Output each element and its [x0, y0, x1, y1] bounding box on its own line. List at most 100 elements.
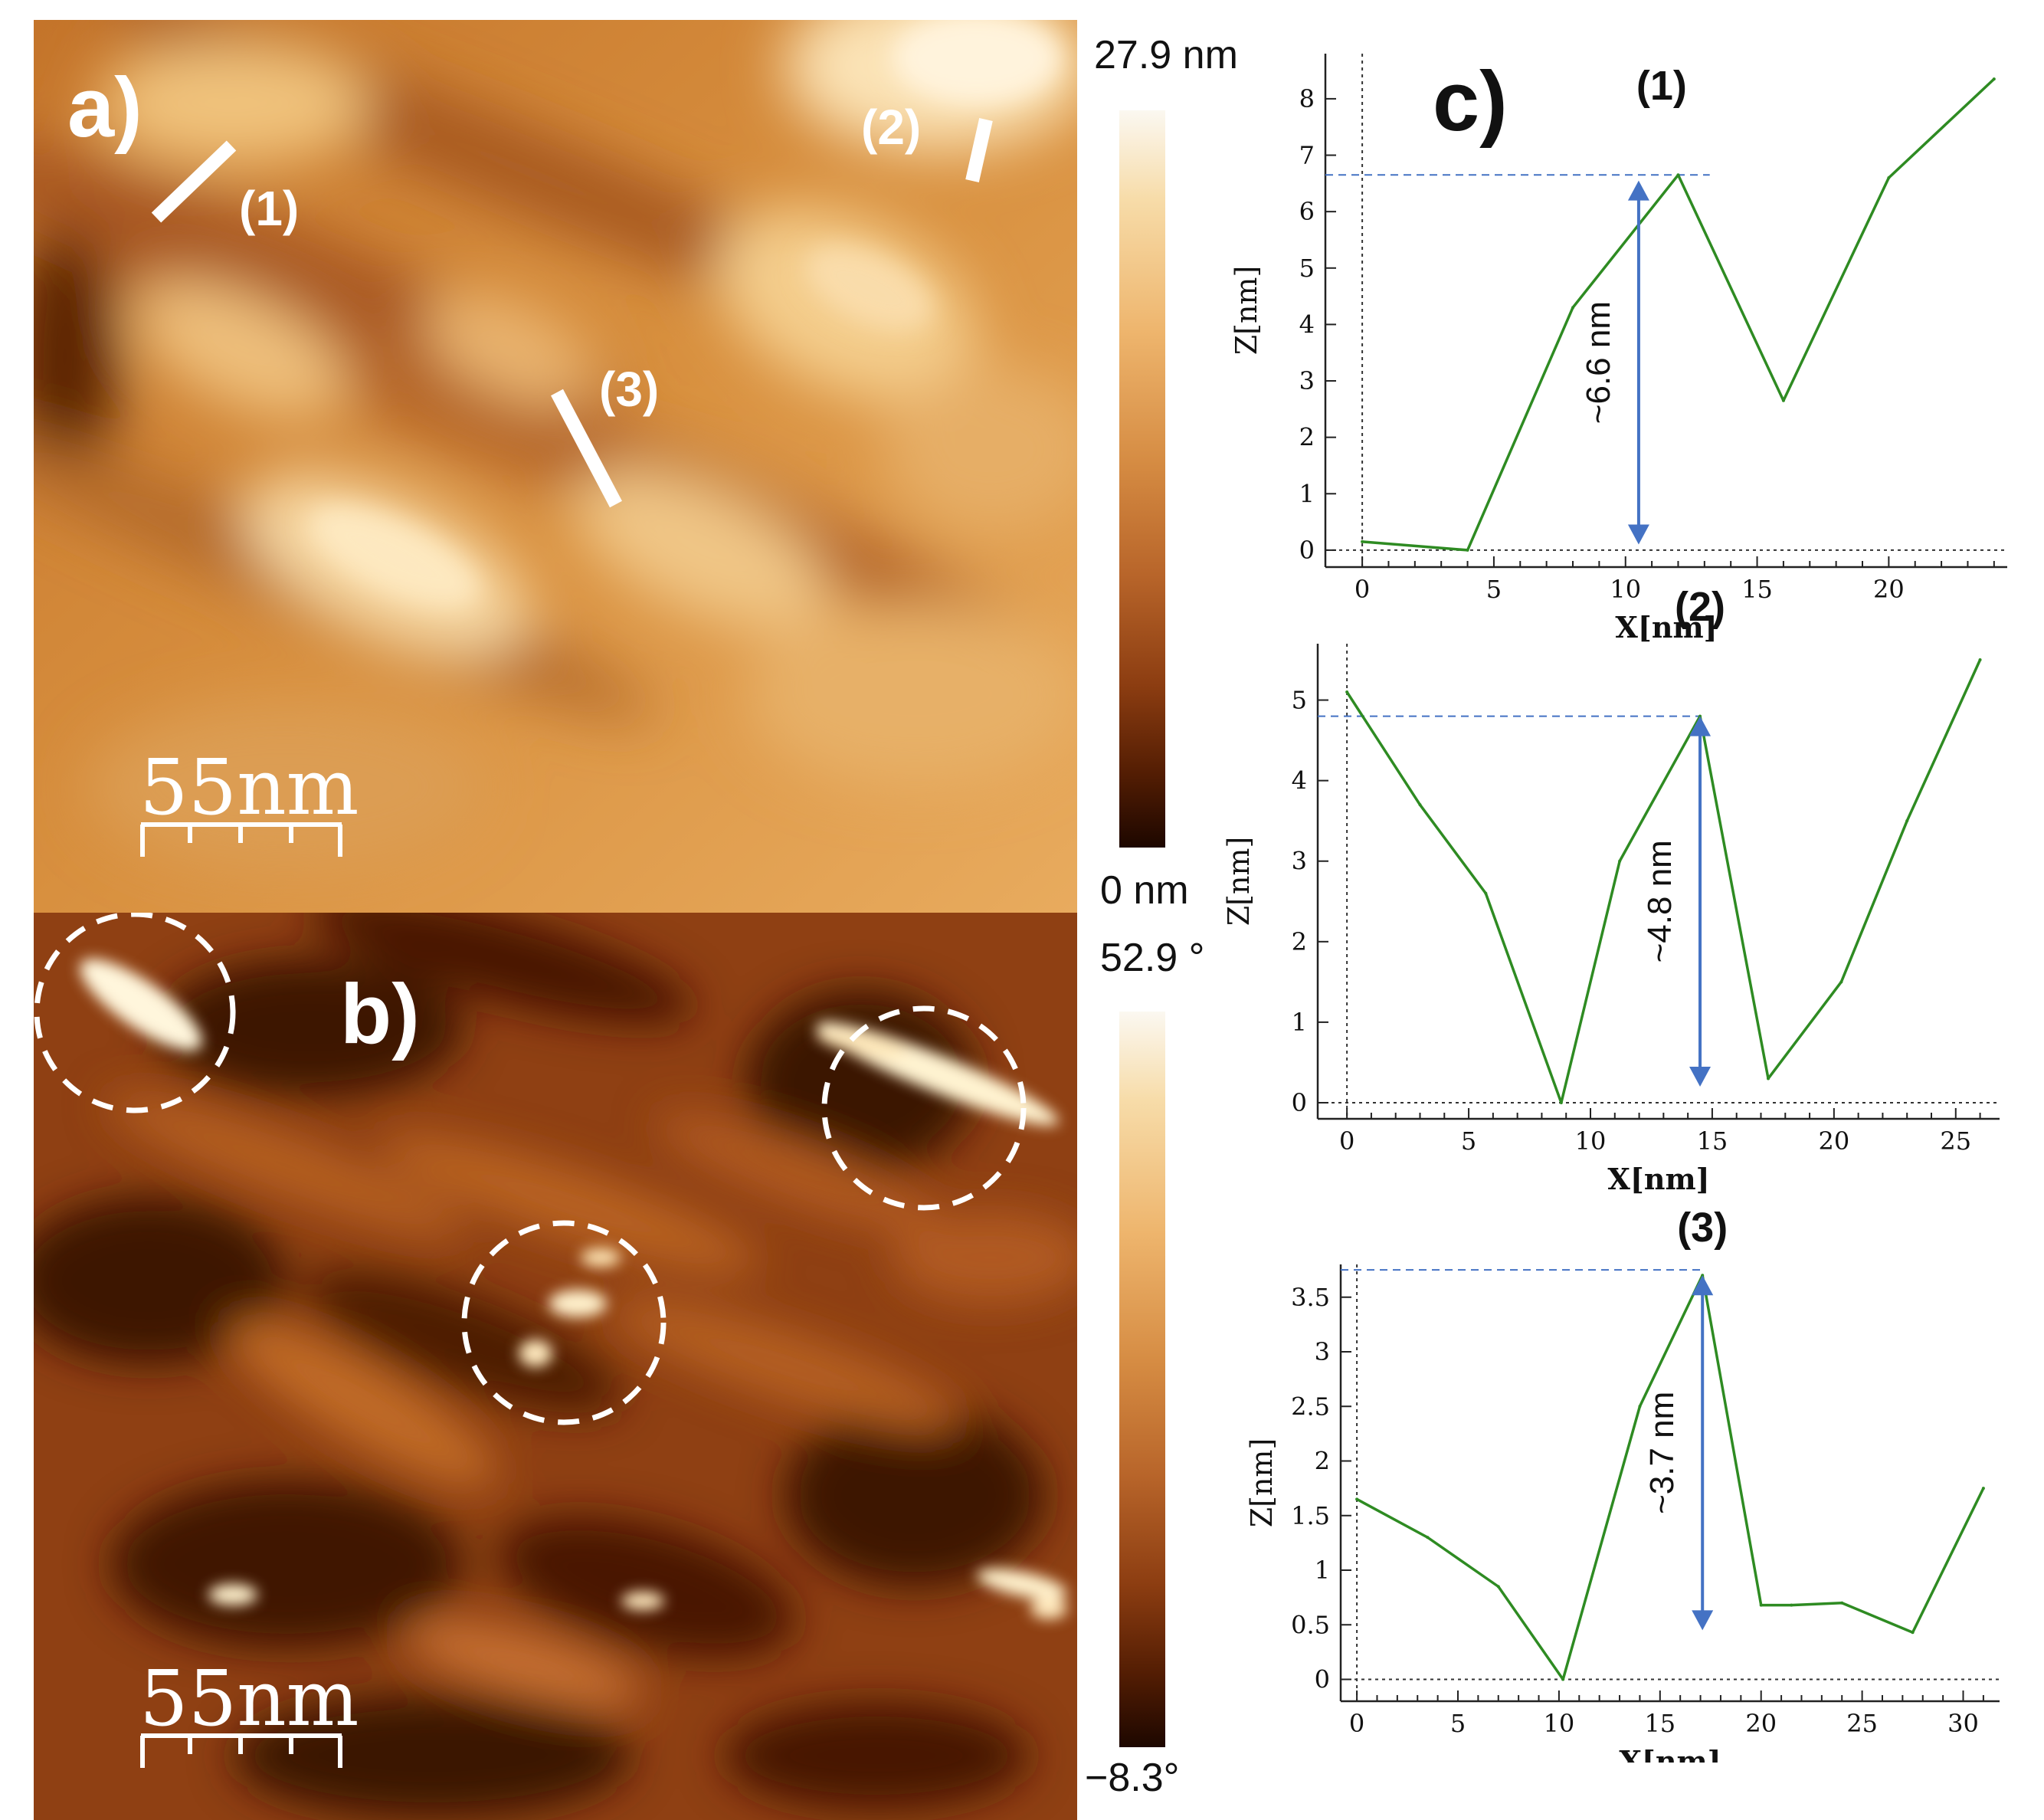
- x-axis-label: X[nm]: [1615, 610, 1717, 644]
- data-point: [1559, 1100, 1563, 1104]
- arrow-head-up: [1689, 716, 1712, 736]
- x-tick-label: 0: [1354, 575, 1370, 604]
- y-tick-label: 1: [1299, 479, 1315, 508]
- profile-chart-3: 0 0.5 1 1.5 2 2.5 3 3.5 0 5 10 15 20 25 30 X[nm] Z[nm] (3…: [1245, 1205, 2000, 1763]
- data-point: [1418, 803, 1422, 807]
- x-tick-label: 20: [1818, 1126, 1849, 1156]
- panel-a-label: a): [67, 61, 142, 155]
- y-tick-label: 3.5: [1291, 1283, 1330, 1312]
- topography-texture: [34, 20, 1077, 913]
- chart-title: (1): [1636, 63, 1687, 109]
- y-tick-label: 0: [1315, 1665, 1330, 1694]
- y-axis-label: Z[nm]: [1245, 1438, 1279, 1528]
- x-tick-label: 10: [1575, 1126, 1607, 1156]
- chart-title: (2): [1675, 584, 1725, 630]
- height-annotation: ~6.6 nm: [1580, 301, 1617, 424]
- arrow-head-up: [1692, 1275, 1714, 1296]
- data-point: [1887, 175, 1891, 179]
- y-tick-label: 6: [1299, 197, 1315, 226]
- profile-line-2: [965, 118, 993, 182]
- y-tick-label: 1: [1292, 1008, 1307, 1037]
- phase-image: b) 55nm: [34, 913, 1077, 1820]
- y-tick-label: 2: [1299, 423, 1315, 452]
- arrow-head-down: [1692, 1610, 1714, 1631]
- profile-marker-1: (1): [239, 181, 300, 236]
- x-axis-label: X[nm]: [1607, 1162, 1709, 1196]
- phase-texture: [34, 913, 1077, 1820]
- data-point: [1759, 1603, 1763, 1607]
- x-axis-label: X[nm]: [1619, 1744, 1721, 1763]
- x-tick-label: 25: [1940, 1126, 1971, 1156]
- x-tick-label: 15: [1741, 575, 1773, 604]
- y-tick-label: 4: [1292, 766, 1307, 795]
- y-axis-label: Z[nm]: [1230, 266, 1263, 356]
- profile-line: [1361, 77, 1996, 552]
- data-point: [1767, 1077, 1770, 1081]
- y-tick-label: 2: [1292, 927, 1307, 956]
- data-point: [1790, 1603, 1793, 1607]
- colorbar-phase: [1119, 1012, 1165, 1747]
- y-axis-label: Z[nm]: [1222, 837, 1256, 926]
- x-tick-label: 20: [1873, 575, 1905, 604]
- y-tick-label: 1.5: [1291, 1501, 1330, 1530]
- colorbar-b-max: 52.9 °: [1100, 936, 1205, 980]
- scale-bar-label-a: 55nm: [139, 743, 359, 832]
- highlight-circle-3: [461, 1220, 667, 1425]
- data-point: [1618, 859, 1622, 863]
- x-tick-label: 30: [1947, 1709, 1979, 1738]
- height-annotation: ~3.7 nm: [1643, 1392, 1681, 1514]
- data-point: [1701, 1274, 1705, 1277]
- scale-bar: [140, 822, 342, 857]
- y-tick-label: 2: [1315, 1447, 1330, 1476]
- panel-b-label: b): [340, 967, 420, 1061]
- data-point: [1466, 548, 1469, 552]
- profile-chart-2: 0 1 2 3 4 5 0 5 10 15 20 25 X[nm] Z[nm] (2) ~4.8 nm: [1222, 584, 2000, 1196]
- y-tick-label: 0.5: [1291, 1610, 1330, 1639]
- scale-bar-b: [140, 1733, 342, 1768]
- profile-chart-1: 0 1 2 3 4 5 6 7 8 0 5 10 15 20 X[nm] Z[nm] (1) ~6.6 nm: [1230, 54, 2007, 644]
- data-point: [1839, 980, 1843, 984]
- data-point: [1561, 1677, 1565, 1681]
- data-point: [1781, 398, 1785, 402]
- data-point: [1426, 1536, 1430, 1540]
- x-tick-label: 25: [1846, 1709, 1878, 1738]
- y-tick-label: 3: [1315, 1337, 1330, 1366]
- profile-line-3: [551, 389, 622, 508]
- y-tick-label: 2.5: [1291, 1392, 1330, 1421]
- chart-title: (3): [1677, 1205, 1728, 1251]
- y-tick-label: 3: [1292, 847, 1307, 876]
- topography-image: a) (1) (2) (3) 55nm: [34, 20, 1077, 913]
- x-tick-label: 10: [1610, 575, 1641, 604]
- data-point: [1905, 819, 1909, 823]
- x-tick-label: 5: [1461, 1126, 1476, 1156]
- colorbar-a-max: 27.9 nm: [1094, 33, 1238, 77]
- x-tick-label: 0: [1339, 1126, 1354, 1156]
- highlight-circle-2: [821, 1005, 1027, 1211]
- y-tick-label: 7: [1299, 141, 1315, 170]
- panel-c-label: c): [1433, 54, 1508, 149]
- y-tick-label: 8: [1299, 84, 1315, 113]
- y-tick-label: 0: [1292, 1088, 1307, 1117]
- y-tick-label: 1: [1315, 1556, 1330, 1585]
- x-tick-label: 15: [1644, 1709, 1675, 1738]
- arrow-head-up: [1627, 180, 1649, 201]
- data-point: [1911, 1631, 1915, 1635]
- data-point: [1638, 1405, 1642, 1408]
- data-point: [1978, 658, 1982, 662]
- x-tick-label: 5: [1486, 575, 1502, 604]
- colorbar-b-min: −8.3°: [1085, 1756, 1180, 1800]
- y-tick-label: 5: [1299, 254, 1315, 283]
- data-point: [1355, 1497, 1359, 1501]
- data-point: [1484, 891, 1488, 895]
- height-annotation: ~4.8 nm: [1641, 840, 1679, 962]
- y-tick-label: 5: [1292, 686, 1307, 715]
- profile-marker-3: (3): [599, 362, 660, 417]
- x-tick-label: 5: [1450, 1709, 1466, 1738]
- data-point: [1840, 1601, 1844, 1605]
- colorbar-height: [1119, 110, 1165, 848]
- profile-marker-2: (2): [861, 100, 922, 155]
- data-point: [1571, 306, 1575, 310]
- data-point: [1345, 690, 1349, 694]
- x-tick-label: 15: [1697, 1126, 1728, 1156]
